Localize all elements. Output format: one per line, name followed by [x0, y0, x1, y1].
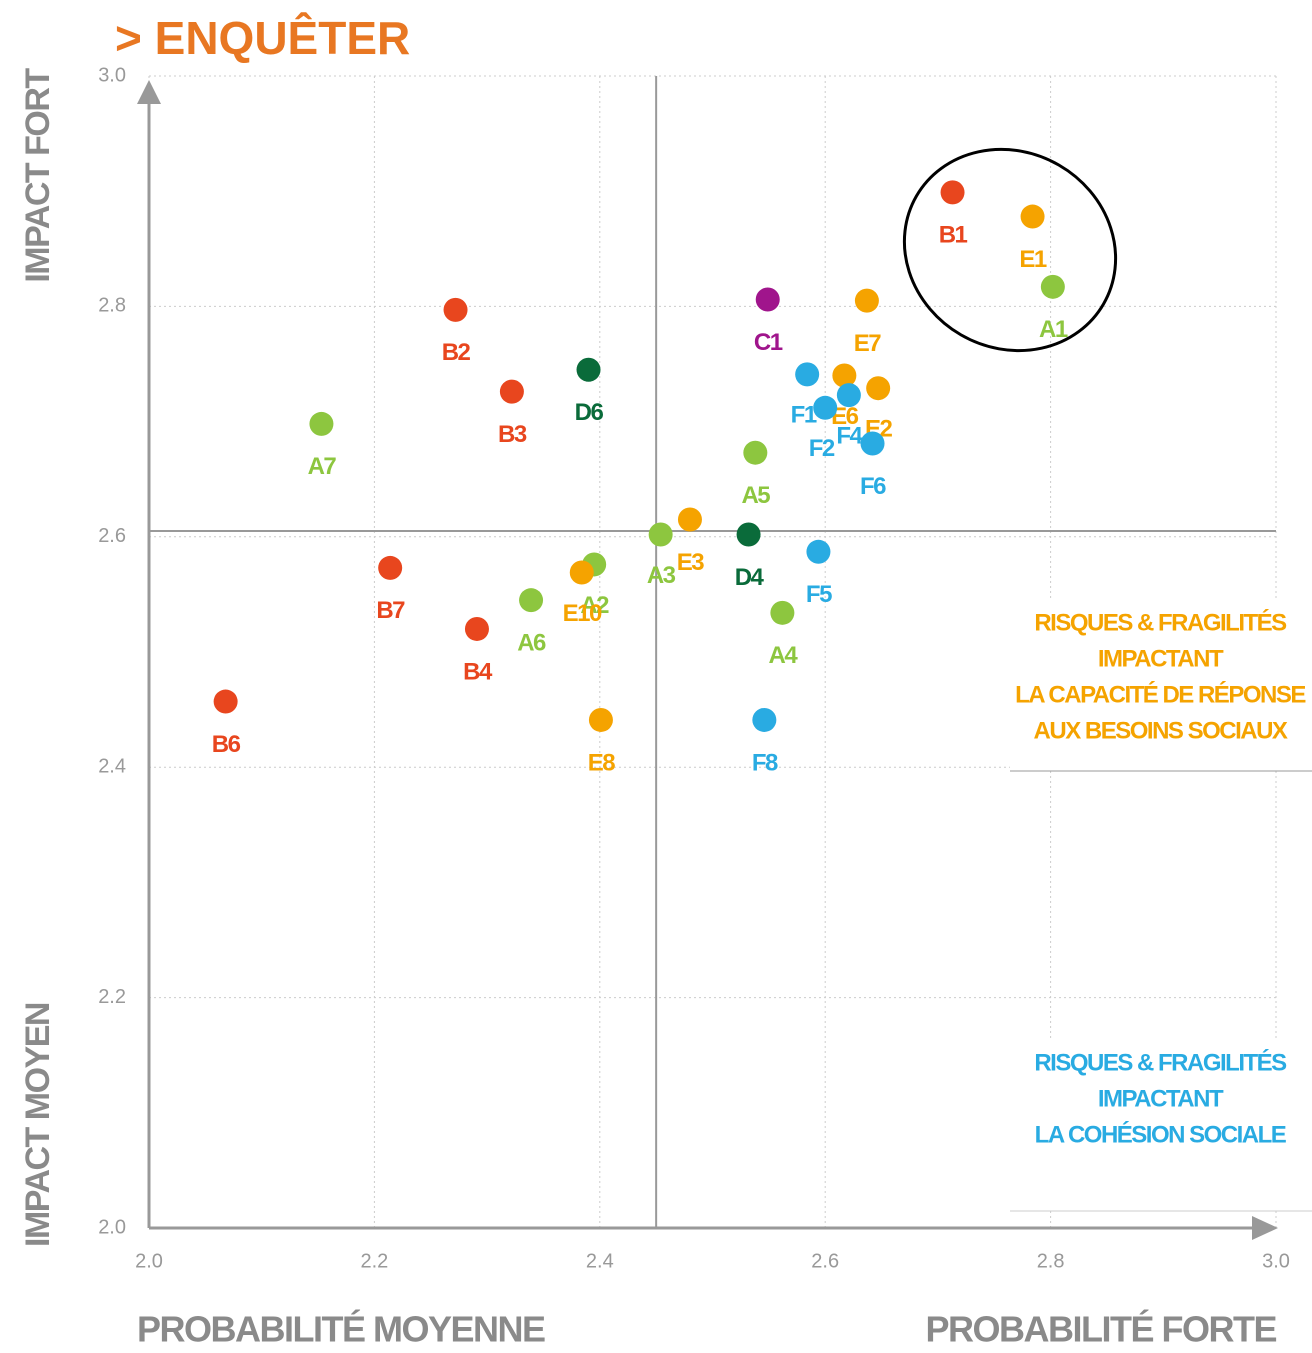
annotation-line: IMPACTANT	[1098, 645, 1224, 672]
point	[443, 297, 468, 322]
point	[866, 376, 891, 401]
point	[378, 555, 403, 580]
point	[309, 411, 334, 436]
point	[770, 600, 795, 625]
x-tick-label: 2.8	[1037, 1250, 1065, 1272]
point-label: F2	[809, 435, 835, 462]
y-tick-label: 2.6	[98, 525, 126, 547]
x-label-left: PROBABILITÉ MOYENNE	[137, 1309, 545, 1350]
y-tick-label: 3.0	[98, 64, 126, 86]
highlight-ellipse	[902, 147, 1118, 353]
y-tick-label: 2.4	[98, 755, 126, 777]
point-label: A1	[1039, 316, 1068, 343]
point	[576, 357, 601, 382]
x-tick-label: 2.4	[586, 1250, 614, 1272]
point-label: E1	[1019, 246, 1047, 273]
point-label: D6	[575, 399, 604, 426]
point-label: A3	[647, 562, 676, 589]
point	[1040, 274, 1065, 299]
x-axis-arrow	[1252, 1216, 1278, 1240]
x-tick-label: 2.6	[811, 1250, 839, 1272]
x-tick-label: 2.2	[360, 1250, 388, 1272]
point	[569, 560, 594, 585]
point	[588, 707, 613, 732]
point	[1020, 204, 1045, 229]
point-label: A5	[741, 482, 770, 509]
point-label: C1	[754, 329, 783, 356]
point-label: B1	[939, 222, 968, 249]
point-label: F4	[836, 422, 863, 449]
annotation-line: LA CAPACITÉ DE RÉPONSE	[1015, 680, 1306, 708]
annotation-panel	[1010, 1040, 1312, 1210]
point-label: B7	[376, 597, 405, 624]
point-label: E8	[588, 749, 616, 776]
point	[832, 363, 857, 388]
point-label: F8	[752, 749, 778, 776]
y-tick-label: 2.2	[98, 986, 126, 1008]
point-label: D4	[735, 564, 765, 591]
point-label: E10	[563, 600, 602, 627]
point	[795, 362, 820, 387]
point	[464, 616, 489, 641]
point-label: F6	[860, 473, 886, 500]
point	[213, 689, 238, 714]
point-label: F1	[791, 402, 817, 429]
point	[752, 707, 777, 732]
point	[836, 383, 861, 408]
point-label: E7	[854, 330, 882, 357]
point-label: B6	[212, 731, 241, 758]
y-axis-arrow	[137, 80, 161, 104]
annotation-line: RISQUES & FRAGILITÉS	[1034, 1048, 1287, 1076]
point-label: B3	[498, 421, 527, 448]
point	[755, 287, 780, 312]
point	[648, 522, 673, 547]
annotation-line: RISQUES & FRAGILITÉS	[1034, 608, 1287, 636]
point	[519, 588, 544, 613]
point	[677, 507, 702, 532]
point-label: A7	[308, 453, 337, 480]
point-label: A2	[580, 592, 609, 619]
annotation-line: LA COHÉSION SOCIALE	[1035, 1120, 1287, 1148]
point	[813, 395, 838, 420]
point	[736, 522, 761, 547]
x-label-right: PROBABILITÉ FORTE	[926, 1309, 1277, 1350]
point	[743, 440, 768, 465]
annotation-line: AUX BESOINS SOCIAUX	[1034, 717, 1288, 744]
point-label: A6	[517, 630, 546, 657]
point-label: A4	[769, 642, 799, 669]
point	[860, 431, 885, 456]
chart-title: > ENQUÊTER	[115, 12, 410, 64]
point-label: B2	[442, 339, 471, 366]
x-tick-label: 3.0	[1262, 1250, 1290, 1272]
y-label-top: IMPACT FORT	[19, 68, 57, 283]
point-label: F5	[806, 581, 832, 608]
y-tick-label: 2.8	[98, 295, 126, 317]
point	[499, 379, 524, 404]
point	[806, 539, 831, 564]
y-tick-label: 2.0	[98, 1216, 126, 1238]
x-tick-label: 2.0	[135, 1250, 163, 1272]
annotation-panel	[1010, 600, 1312, 770]
point	[854, 288, 879, 313]
point-label: E3	[677, 549, 705, 576]
annotation-line: IMPACTANT	[1098, 1085, 1224, 1112]
y-label-bottom: IMPACT MOYEN	[19, 1003, 57, 1247]
point-label: B4	[463, 658, 493, 685]
point	[940, 180, 965, 205]
